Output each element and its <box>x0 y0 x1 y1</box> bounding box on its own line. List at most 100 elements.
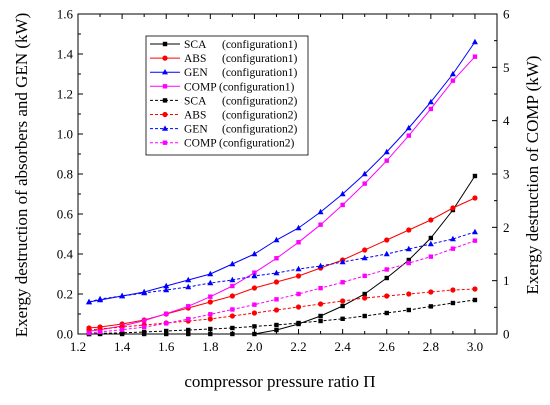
data-point <box>406 291 412 297</box>
series-group <box>86 38 478 337</box>
data-point <box>208 294 213 299</box>
data-point <box>384 237 390 243</box>
data-point <box>251 285 258 291</box>
legend-series-name: COMP <box>184 138 217 150</box>
data-point <box>428 289 434 295</box>
data-point <box>252 331 257 337</box>
data-point <box>450 300 456 306</box>
x-axis-title: compressor pressure ratio Π <box>184 372 375 391</box>
legend-configuration: (configuration2) <box>222 110 298 122</box>
data-point <box>185 283 192 290</box>
data-point <box>295 224 302 231</box>
data-point <box>273 236 280 243</box>
legend-configuration: (configuration1) <box>222 67 298 79</box>
y-right-tick-label: 0 <box>503 327 510 342</box>
y-right-tick-label: 1 <box>503 273 510 288</box>
data-point <box>406 257 411 263</box>
data-point <box>362 291 367 297</box>
data-point <box>273 307 280 313</box>
data-point <box>252 302 257 307</box>
data-point <box>406 307 411 313</box>
data-point <box>318 318 323 324</box>
data-point <box>318 285 323 291</box>
series-sca-configuration2 <box>86 297 478 337</box>
data-point <box>428 106 434 112</box>
data-point <box>472 238 478 243</box>
data-point <box>362 273 367 279</box>
data-point <box>186 327 191 333</box>
data-point <box>361 170 368 177</box>
data-point <box>340 316 345 321</box>
series-line <box>88 197 476 329</box>
data-point <box>229 276 236 283</box>
data-point <box>362 181 367 186</box>
data-point <box>295 304 302 310</box>
data-point <box>450 246 456 251</box>
data-point <box>163 282 170 289</box>
data-point <box>273 279 280 285</box>
data-point <box>405 124 412 131</box>
data-point <box>472 54 478 59</box>
y-axis-right-title: Exergy destruction of COMP (kW) <box>523 56 542 295</box>
data-point <box>383 148 390 155</box>
y-right-tick-label: 2 <box>503 220 510 235</box>
y-left-tick-label: 0.8 <box>57 167 73 182</box>
data-point <box>273 269 280 276</box>
series-sca-configuration1 <box>86 173 478 337</box>
data-point <box>296 291 301 297</box>
data-point <box>383 250 390 257</box>
legend-series-name: GEN <box>184 67 208 79</box>
legend-configuration: (configuration1) <box>222 53 298 65</box>
data-point <box>186 304 191 309</box>
data-point <box>428 217 434 223</box>
x-tick-label: 1.4 <box>114 339 131 354</box>
data-point <box>208 326 213 332</box>
data-point <box>340 202 345 208</box>
x-tick-label: 3.0 <box>467 339 483 354</box>
data-point <box>230 325 235 331</box>
data-point <box>362 313 367 319</box>
data-point <box>361 254 368 261</box>
legend-series-name: COMP <box>184 81 217 93</box>
legend-configuration: (configuration2) <box>219 138 295 150</box>
data-point <box>318 222 323 227</box>
data-point <box>251 310 258 316</box>
legend-configuration: (configuration2) <box>222 124 298 136</box>
legend-series-name: SCA <box>184 95 207 107</box>
data-point <box>208 312 213 317</box>
data-point <box>186 331 191 337</box>
data-point <box>119 330 125 335</box>
data-point <box>472 195 478 201</box>
data-point <box>317 262 324 269</box>
data-point <box>339 258 346 265</box>
data-point <box>163 286 170 293</box>
data-point <box>317 301 324 307</box>
y-left-tick-label: 0.0 <box>57 327 73 342</box>
data-point <box>295 273 302 279</box>
data-point <box>274 327 279 333</box>
data-point <box>164 321 169 326</box>
data-point <box>317 208 324 215</box>
x-tick-label: 1.8 <box>202 339 218 354</box>
series-gen-configuration2 <box>86 228 478 305</box>
data-point <box>449 235 456 242</box>
y-left-tick-label: 1.4 <box>57 47 74 62</box>
legend-series-name: ABS <box>184 53 206 65</box>
legend-marker <box>162 140 168 145</box>
x-tick-label: 2.6 <box>379 339 396 354</box>
data-point <box>406 133 411 138</box>
data-point <box>384 275 389 281</box>
data-point <box>164 328 169 334</box>
y-left-tick-label: 1.0 <box>57 127 73 142</box>
data-point <box>274 256 279 261</box>
data-point <box>296 320 301 326</box>
data-point <box>472 173 478 179</box>
data-point <box>230 331 235 337</box>
data-point <box>164 331 169 337</box>
data-point <box>230 283 235 289</box>
data-point <box>450 78 456 83</box>
data-point <box>295 265 302 272</box>
x-tick-label: 1.6 <box>158 339 175 354</box>
data-point <box>252 324 257 329</box>
